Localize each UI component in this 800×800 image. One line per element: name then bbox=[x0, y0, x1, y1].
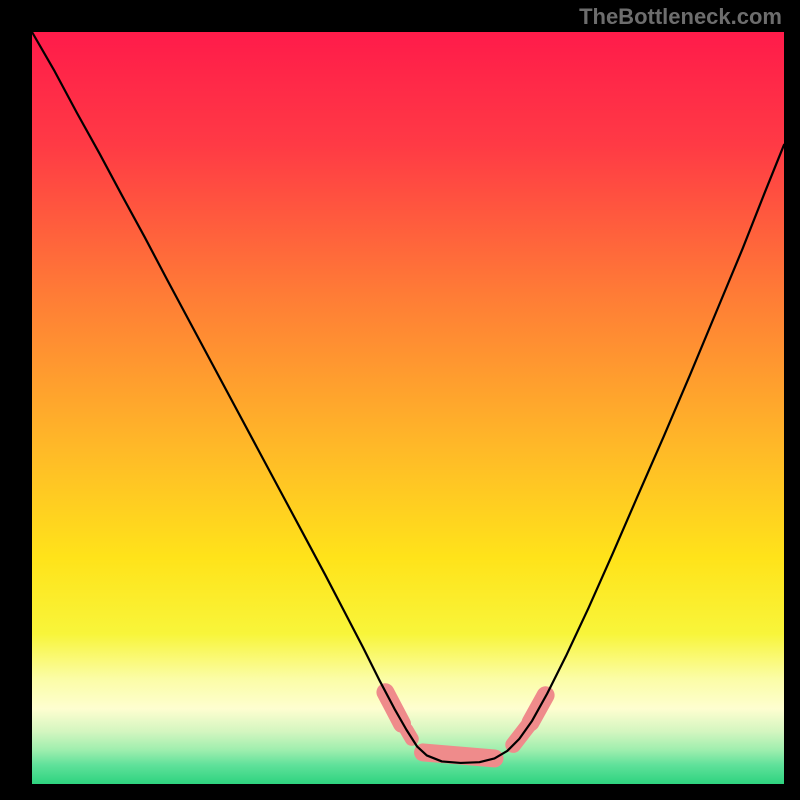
chart-svg bbox=[0, 0, 800, 800]
attribution-label: TheBottleneck.com bbox=[579, 4, 782, 30]
gradient-background bbox=[32, 32, 784, 784]
bottleneck-chart: TheBottleneck.com bbox=[0, 0, 800, 800]
